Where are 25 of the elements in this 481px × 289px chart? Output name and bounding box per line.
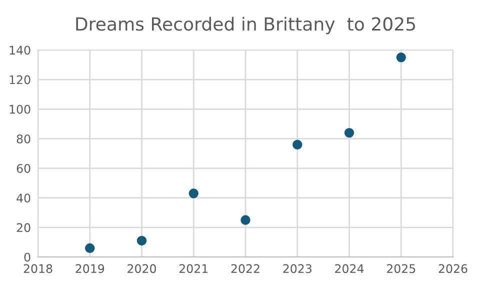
y-tick-label: 60 xyxy=(16,164,30,173)
x-tick-label: 2018 xyxy=(24,264,52,274)
y-tick-label: 0 xyxy=(24,252,30,262)
chart-title: Dreams Recorded in Brittany to 2025 xyxy=(76,16,416,34)
y-tick-label: 100 xyxy=(10,104,30,114)
point xyxy=(85,243,95,253)
point xyxy=(188,188,198,198)
point xyxy=(344,128,354,138)
x-tick-label: 2023 xyxy=(283,264,312,274)
point xyxy=(136,236,147,246)
y-tick-label: 80 xyxy=(16,134,30,144)
point xyxy=(292,140,302,150)
y-tick-label: 20 xyxy=(16,223,30,232)
y-tick-label: 120 xyxy=(10,75,30,84)
x-tick-label: 2020 xyxy=(128,264,156,274)
x-tick-label: 2021 xyxy=(179,264,208,274)
point xyxy=(396,52,406,62)
x-tick-label: 2022 xyxy=(231,264,260,274)
y-tick-label: 40 xyxy=(16,194,30,203)
x-tick-label: 2024 xyxy=(335,264,364,274)
point xyxy=(240,215,250,225)
x-tick-label: 2019 xyxy=(76,264,104,274)
x-tick-label: 2025 xyxy=(386,264,416,274)
y-tick-label: 140 xyxy=(10,46,30,55)
x-tick-label: 2026 xyxy=(438,264,468,274)
